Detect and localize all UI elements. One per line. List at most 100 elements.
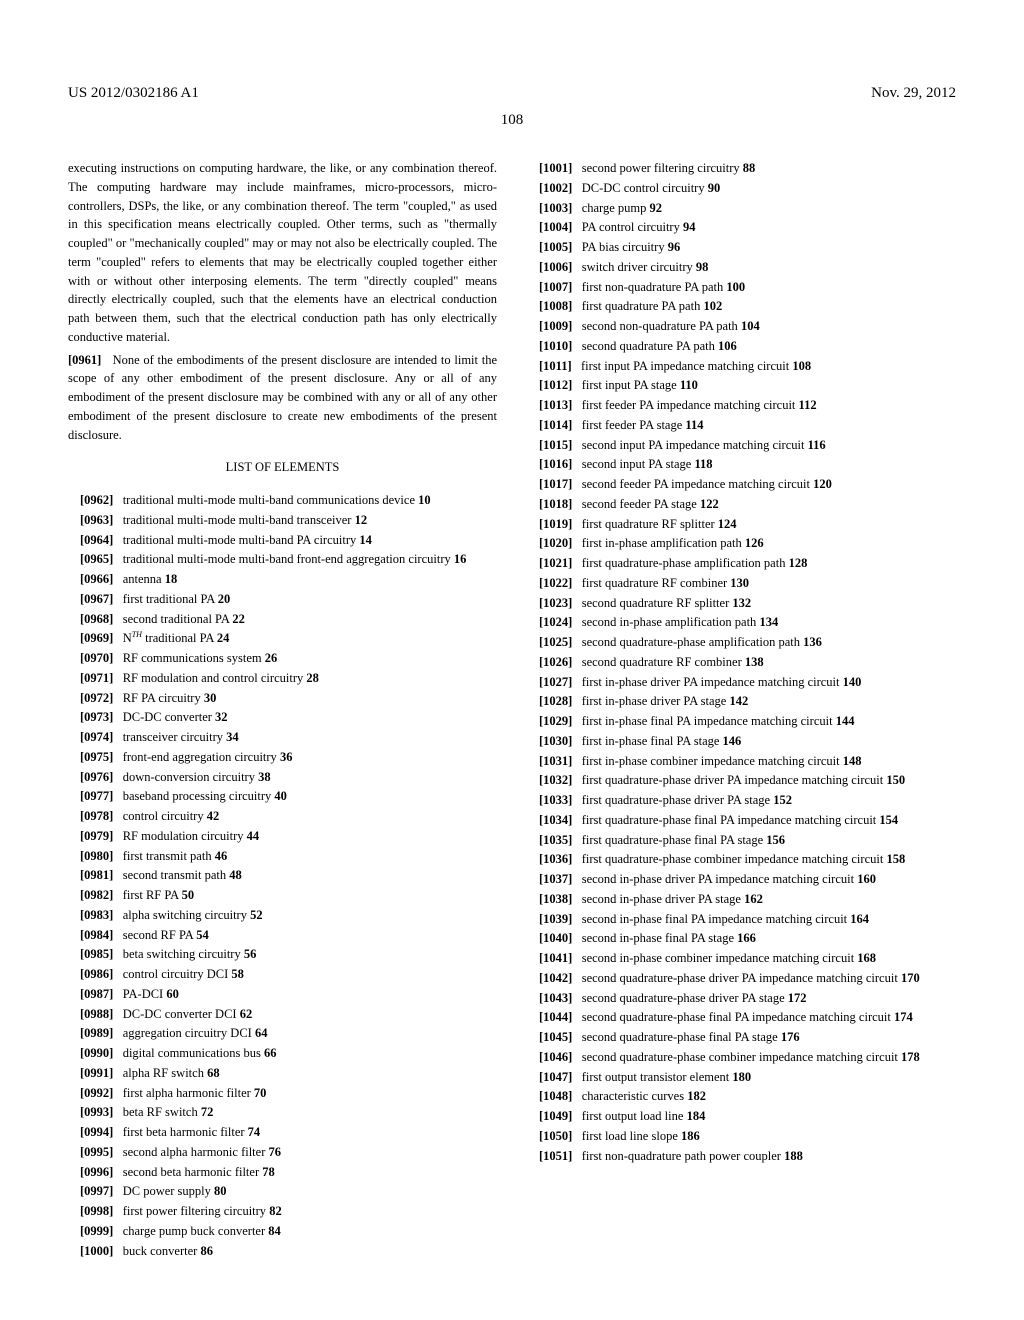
list-item: [1005] PA bias circuitry 96 <box>527 238 956 257</box>
list-item: [1048] characteristic curves 182 <box>527 1087 956 1106</box>
list-item: [1031] first in-phase combiner impedance… <box>527 752 956 771</box>
list-item: [0964] traditional multi-mode multi-band… <box>68 531 497 550</box>
list-item: [1001] second power filtering circuitry … <box>527 159 956 178</box>
list-item: [0981] second transmit path 48 <box>68 866 497 885</box>
section-title: LIST OF ELEMENTS <box>68 458 497 477</box>
left-element-list: [0962] traditional multi-mode multi-band… <box>68 491 497 1260</box>
list-item: [1000] buck converter 86 <box>68 1242 497 1261</box>
list-item: [1004] PA control circuitry 94 <box>527 218 956 237</box>
list-item: [1032] first quadrature-phase driver PA … <box>527 771 956 790</box>
list-item: [1019] first quadrature RF splitter 124 <box>527 515 956 534</box>
list-item: [0976] down-conversion circuitry 38 <box>68 768 497 787</box>
list-item: [0987] PA-DCI 60 <box>68 985 497 1004</box>
list-item: [1036] first quadrature-phase combiner i… <box>527 850 956 869</box>
list-item: [0991] alpha RF switch 68 <box>68 1064 497 1083</box>
list-item: [1013] first feeder PA impedance matchin… <box>527 396 956 415</box>
list-item: [0989] aggregation circuitry DCI 64 <box>68 1024 497 1043</box>
list-item: [0969] NTH traditional PA 24 <box>68 629 497 648</box>
list-item: [0975] front-end aggregation circuitry 3… <box>68 748 497 767</box>
list-item: [0974] transceiver circuitry 34 <box>68 728 497 747</box>
list-item: [0966] antenna 18 <box>68 570 497 589</box>
list-item: [0968] second traditional PA 22 <box>68 610 497 629</box>
list-item: [1043] second quadrature-phase driver PA… <box>527 989 956 1008</box>
list-item: [0977] baseband processing circuitry 40 <box>68 787 497 806</box>
publication-date: Nov. 29, 2012 <box>871 85 956 102</box>
list-item: [0993] beta RF switch 72 <box>68 1103 497 1122</box>
page-number: 108 <box>68 112 956 129</box>
list-item: [1018] second feeder PA stage 122 <box>527 495 956 514</box>
list-item: [0962] traditional multi-mode multi-band… <box>68 491 497 510</box>
patent-number: US 2012/0302186 A1 <box>68 85 199 102</box>
list-item: [0994] first beta harmonic filter 74 <box>68 1123 497 1142</box>
list-item: [0965] traditional multi-mode multi-band… <box>68 550 497 569</box>
list-item: [1029] first in-phase final PA impedance… <box>527 712 956 731</box>
list-item: [1020] first in-phase amplification path… <box>527 534 956 553</box>
list-item: [0982] first RF PA 50 <box>68 886 497 905</box>
list-item: [1028] first in-phase driver PA stage 14… <box>527 692 956 711</box>
list-item: [0963] traditional multi-mode multi-band… <box>68 511 497 530</box>
list-item: [0971] RF modulation and control circuit… <box>68 669 497 688</box>
list-item: [1046] second quadrature-phase combiner … <box>527 1048 956 1067</box>
list-item: [0998] first power filtering circuitry 8… <box>68 1202 497 1221</box>
list-item: [1030] first in-phase final PA stage 146 <box>527 732 956 751</box>
list-item: [0973] DC-DC converter 32 <box>68 708 497 727</box>
list-item: [0988] DC-DC converter DCI 62 <box>68 1005 497 1024</box>
list-item: [1025] second quadrature-phase amplifica… <box>527 633 956 652</box>
list-item: [1034] first quadrature-phase final PA i… <box>527 811 956 830</box>
list-item: [0979] RF modulation circuitry 44 <box>68 827 497 846</box>
right-column: [1001] second power filtering circuitry … <box>527 159 956 1261</box>
list-item: [1022] first quadrature RF combiner 130 <box>527 574 956 593</box>
list-item: [0980] first transmit path 46 <box>68 847 497 866</box>
list-item: [1044] second quadrature-phase final PA … <box>527 1008 956 1027</box>
list-item: [0967] first traditional PA 20 <box>68 590 497 609</box>
list-item: [1040] second in-phase final PA stage 16… <box>527 929 956 948</box>
list-item: [1049] first output load line 184 <box>527 1107 956 1126</box>
list-item: [1047] first output transistor element 1… <box>527 1068 956 1087</box>
list-item: [1003] charge pump 92 <box>527 199 956 218</box>
list-item: [1015] second input PA impedance matchin… <box>527 436 956 455</box>
paragraph-0961: [0961] None of the embodiments of the pr… <box>68 351 497 445</box>
list-item: [1027] first in-phase driver PA impedanc… <box>527 673 956 692</box>
para-num-0961: [0961] <box>68 353 101 367</box>
list-item: [1012] first input PA stage 110 <box>527 376 956 395</box>
list-item: [1045] second quadrature-phase final PA … <box>527 1028 956 1047</box>
list-item: [0997] DC power supply 80 <box>68 1182 497 1201</box>
list-item: [0985] beta switching circuitry 56 <box>68 945 497 964</box>
list-item: [1026] second quadrature RF combiner 138 <box>527 653 956 672</box>
list-item: [1041] second in-phase combiner impedanc… <box>527 949 956 968</box>
list-item: [0970] RF communications system 26 <box>68 649 497 668</box>
list-item: [1037] second in-phase driver PA impedan… <box>527 870 956 889</box>
list-item: [1006] switch driver circuitry 98 <box>527 258 956 277</box>
list-item: [0983] alpha switching circuitry 52 <box>68 906 497 925</box>
list-item: [1050] first load line slope 186 <box>527 1127 956 1146</box>
para-text-0961: None of the embodiments of the present d… <box>68 353 497 442</box>
list-item: [1024] second in-phase amplification pat… <box>527 613 956 632</box>
list-item: [1010] second quadrature PA path 106 <box>527 337 956 356</box>
list-item: [1009] second non-quadrature PA path 104 <box>527 317 956 336</box>
list-item: [1007] first non-quadrature PA path 100 <box>527 278 956 297</box>
list-item: [1021] first quadrature-phase amplificat… <box>527 554 956 573</box>
list-item: [1035] first quadrature-phase final PA s… <box>527 831 956 850</box>
list-item: [1039] second in-phase final PA impedanc… <box>527 910 956 929</box>
page-header: US 2012/0302186 A1 Nov. 29, 2012 <box>68 85 956 102</box>
list-item: [1016] second input PA stage 118 <box>527 455 956 474</box>
list-item: [1017] second feeder PA impedance matchi… <box>527 475 956 494</box>
list-item: [1023] second quadrature RF splitter 132 <box>527 594 956 613</box>
list-item: [0972] RF PA circuitry 30 <box>68 689 497 708</box>
list-item: [1002] DC-DC control circuitry 90 <box>527 179 956 198</box>
list-item: [0984] second RF PA 54 <box>68 926 497 945</box>
left-column: executing instructions on computing hard… <box>68 159 497 1261</box>
list-item: [1051] first non-quadrature path power c… <box>527 1147 956 1166</box>
list-item: [0986] control circuitry DCI 58 <box>68 965 497 984</box>
list-item: [0990] digital communications bus 66 <box>68 1044 497 1063</box>
content-area: executing instructions on computing hard… <box>68 159 956 1261</box>
list-item: [0992] first alpha harmonic filter 70 <box>68 1084 497 1103</box>
list-item: [1011] first input PA impedance matching… <box>527 357 956 376</box>
list-item: [0978] control circuitry 42 <box>68 807 497 826</box>
right-element-list: [1001] second power filtering circuitry … <box>527 159 956 1165</box>
list-item: [0995] second alpha harmonic filter 76 <box>68 1143 497 1162</box>
list-item: [1008] first quadrature PA path 102 <box>527 297 956 316</box>
list-item: [0999] charge pump buck converter 84 <box>68 1222 497 1241</box>
list-item: [1042] second quadrature-phase driver PA… <box>527 969 956 988</box>
list-item: [1033] first quadrature-phase driver PA … <box>527 791 956 810</box>
